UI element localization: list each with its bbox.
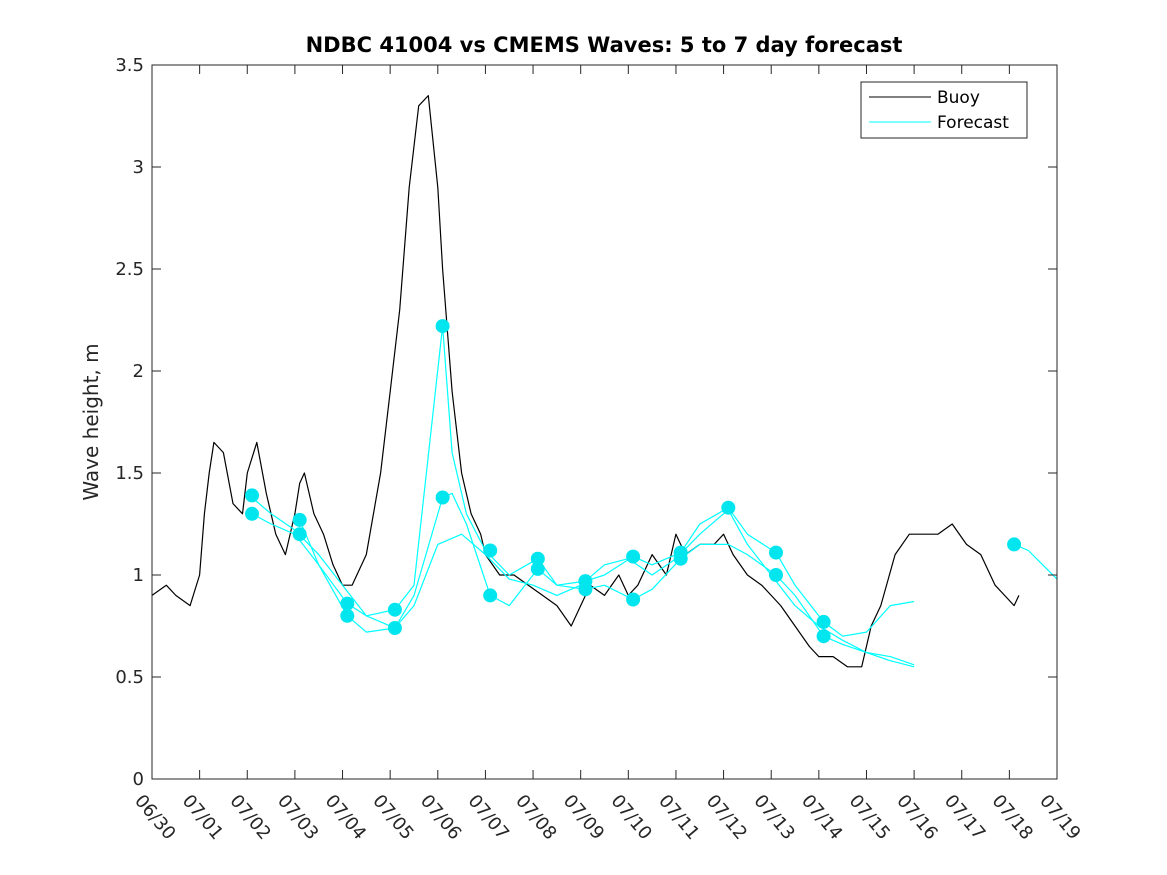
forecast-marker (578, 582, 593, 597)
forecast-marker (340, 608, 355, 623)
y-tick-label: 3.5 (115, 55, 144, 76)
forecast-marker (530, 551, 545, 566)
plot-area (152, 65, 1057, 779)
forecast-series-line (299, 492, 915, 668)
legend-label-forecast: Forecast (937, 113, 1009, 133)
forecast-marker (816, 614, 831, 629)
y-tick-label: 3 (133, 157, 144, 178)
legend-label-buoy: Buoy (937, 88, 980, 108)
forecast-marker (387, 602, 402, 617)
buoy-series-line (151, 94, 1020, 668)
forecast-marker (245, 506, 259, 521)
legend-box (860, 81, 1028, 139)
forecast-marker (435, 490, 450, 505)
y-tick-label: 0 (133, 769, 144, 790)
forecast-marker (292, 527, 307, 542)
forecast-marker (1007, 537, 1022, 552)
y-tick-label: 1.5 (115, 463, 144, 484)
plot-frame (151, 64, 1058, 780)
forecast-marker (483, 543, 498, 558)
y-axis: 0 0.5 1 1.5 2 2.5 3 3.5 (115, 55, 1057, 790)
forecast-marker (245, 488, 259, 503)
y-tick-label: 2 (133, 361, 144, 382)
forecast-series-line (251, 325, 915, 637)
y-tick-label: 1 (133, 565, 144, 586)
forecast-marker (816, 629, 831, 644)
legend: Buoy Forecast (860, 81, 1028, 139)
forecast-marker (435, 319, 450, 334)
forecast-marker (387, 621, 402, 635)
forecast-marker (673, 551, 688, 566)
forecast-marker (626, 592, 641, 607)
forecast-marker (721, 500, 736, 515)
y-tick-label: 0.5 (115, 667, 144, 688)
forecast-marker (769, 545, 783, 560)
y-tick-label: 2.5 (115, 259, 144, 280)
forecast-marker (340, 596, 355, 611)
forecast-marker (626, 549, 641, 564)
y-axis-label: Wave height, m (79, 343, 103, 500)
forecast-marker (483, 588, 498, 603)
forecast-marker (292, 512, 307, 527)
chart-title: NDBC 41004 vs CMEMS Waves: 5 to 7 day fo… (306, 33, 903, 57)
forecast-marker (530, 561, 545, 576)
marker-layer (245, 319, 1022, 644)
forecast-series-line (1013, 543, 1058, 580)
forecast-marker (769, 568, 783, 582)
